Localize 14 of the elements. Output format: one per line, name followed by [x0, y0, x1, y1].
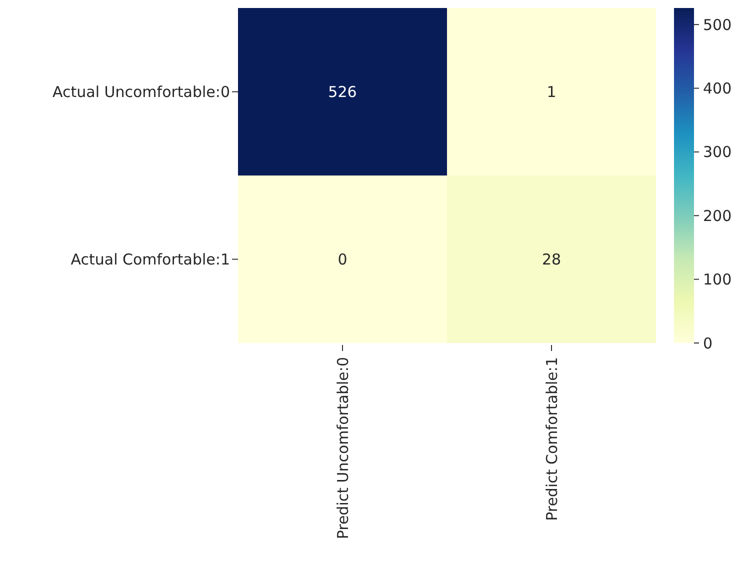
y-tick-label: Actual Uncomfortable:0 — [52, 83, 230, 102]
data-label: 0 — [338, 250, 348, 268]
x-tick-label: Predict Comfortable:1 — [542, 357, 561, 521]
data-label: 526 — [328, 83, 357, 101]
color-bar-label: 300 — [703, 143, 732, 162]
data-label: 28 — [542, 250, 562, 268]
color-bar-label: 200 — [703, 206, 732, 225]
color-bar-label: 500 — [703, 16, 732, 34]
data-label: 1 — [546, 83, 556, 101]
y-tick-label: Actual Comfortable:1 — [70, 250, 230, 269]
color-bar-label: 0 — [703, 334, 713, 352]
x-tick-label: Predict Uncomfortable:0 — [334, 357, 352, 540]
color-bar-label: 400 — [703, 79, 732, 98]
color-bar-label: 100 — [703, 270, 732, 289]
